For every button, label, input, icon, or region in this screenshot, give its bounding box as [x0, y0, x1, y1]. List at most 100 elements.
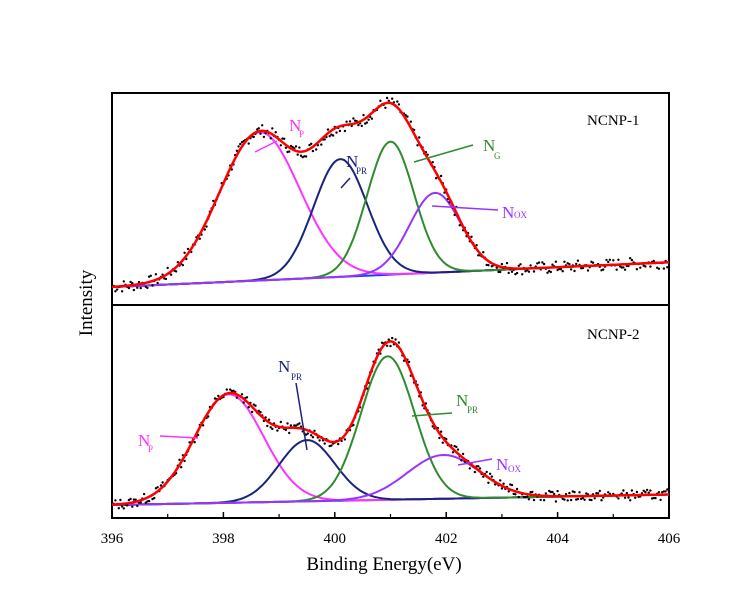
raw-data-point — [607, 491, 610, 494]
x-tick-label: 398 — [212, 531, 235, 547]
raw-data-point — [581, 266, 585, 270]
raw-data-point — [279, 420, 282, 424]
raw-data-point — [439, 174, 443, 178]
raw-data-point — [315, 148, 318, 151]
peak-leader-line — [411, 412, 453, 417]
raw-data-point — [515, 271, 519, 275]
raw-data-point — [605, 258, 608, 262]
raw-data-point — [146, 286, 149, 290]
raw-data-point — [247, 406, 250, 409]
raw-data-point — [451, 451, 455, 454]
raw-data-point — [166, 266, 169, 270]
raw-data-point — [617, 258, 620, 261]
raw-data-point — [254, 404, 257, 407]
raw-data-point — [537, 261, 541, 264]
raw-data-point — [580, 267, 583, 270]
raw-data-point — [593, 497, 596, 500]
raw-data-point — [178, 458, 181, 461]
raw-data-point — [131, 505, 134, 508]
raw-data-point — [576, 259, 580, 262]
raw-data-point — [634, 496, 637, 499]
raw-data-point — [352, 423, 355, 427]
raw-data-point — [139, 286, 142, 290]
raw-data-point — [532, 270, 536, 273]
raw-data-point — [596, 492, 600, 495]
raw-data-point — [644, 265, 647, 268]
raw-data-point — [159, 484, 163, 487]
raw-data-point — [645, 488, 649, 492]
raw-data-point — [310, 142, 313, 145]
raw-data-point — [615, 268, 618, 271]
raw-data-point — [514, 493, 517, 496]
x-tick-label: 406 — [658, 531, 681, 547]
raw-data-point — [318, 439, 321, 442]
raw-data-point — [586, 269, 590, 272]
raw-data-point — [276, 429, 279, 432]
raw-data-point — [237, 145, 240, 148]
raw-data-point — [131, 282, 134, 285]
raw-data-point — [335, 131, 338, 134]
raw-data-point — [250, 410, 254, 414]
raw-data-point — [564, 493, 568, 496]
raw-data-point — [370, 117, 374, 120]
raw-data-point — [183, 459, 186, 463]
raw-data-point — [475, 244, 478, 247]
raw-data-point — [431, 161, 434, 164]
x-tick-label: 400 — [324, 531, 347, 547]
raw-data-point — [590, 498, 593, 502]
peak-label-NP: N — [138, 431, 150, 450]
raw-data-point — [460, 459, 463, 462]
raw-data-point — [151, 284, 154, 287]
raw-data-point — [153, 496, 156, 500]
raw-data-point — [169, 273, 173, 276]
raw-data-point — [126, 504, 129, 507]
raw-data-point — [517, 264, 520, 267]
raw-data-point — [515, 487, 519, 491]
x-axis: 396 398 400 402 404 406 — [101, 512, 681, 547]
raw-data-point — [499, 479, 502, 482]
raw-data-point — [627, 264, 630, 268]
peak-label-subscript: PR — [467, 405, 478, 415]
raw-data-point — [623, 268, 627, 271]
raw-data-point — [296, 153, 299, 156]
raw-data-point — [517, 495, 520, 499]
raw-data-point — [549, 490, 552, 494]
raw-data-point — [554, 260, 558, 263]
raw-data-point — [205, 225, 208, 228]
raw-data-point — [389, 344, 392, 348]
raw-data-point — [180, 466, 183, 469]
raw-data-point — [188, 441, 191, 444]
raw-data-point — [455, 445, 458, 449]
raw-data-point — [117, 507, 121, 510]
raw-data-point — [136, 286, 139, 289]
raw-data-point — [456, 448, 460, 451]
raw-data-point — [294, 424, 298, 427]
raw-data-point — [134, 498, 137, 501]
raw-data-point — [154, 273, 158, 276]
raw-data-point — [132, 288, 136, 292]
raw-data-point — [360, 124, 363, 128]
raw-data-point — [387, 338, 390, 341]
peak-label-subscript: OX — [514, 210, 527, 220]
peak-leader-line — [340, 177, 351, 189]
raw-data-point — [406, 115, 409, 118]
raw-data-point — [500, 262, 504, 266]
raw-data-point — [488, 472, 492, 475]
envelope-fit-curve — [111, 101, 670, 289]
panel-frame-bottom — [111, 304, 670, 519]
raw-data-point — [418, 136, 421, 139]
raw-data-point — [662, 267, 666, 270]
raw-data-point — [259, 411, 262, 414]
peak-label-NP: N — [289, 116, 301, 135]
raw-data-point — [644, 490, 647, 494]
raw-data-point — [164, 277, 168, 281]
raw-data-point — [120, 505, 124, 508]
raw-data-point — [229, 388, 232, 391]
peak-label-NG: N — [483, 136, 495, 155]
raw-data-point — [240, 393, 244, 396]
raw-data-point — [291, 145, 294, 149]
raw-data-point — [181, 264, 185, 267]
raw-data-point — [630, 258, 634, 262]
raw-data-point — [176, 261, 179, 264]
raw-data-point — [487, 481, 490, 484]
